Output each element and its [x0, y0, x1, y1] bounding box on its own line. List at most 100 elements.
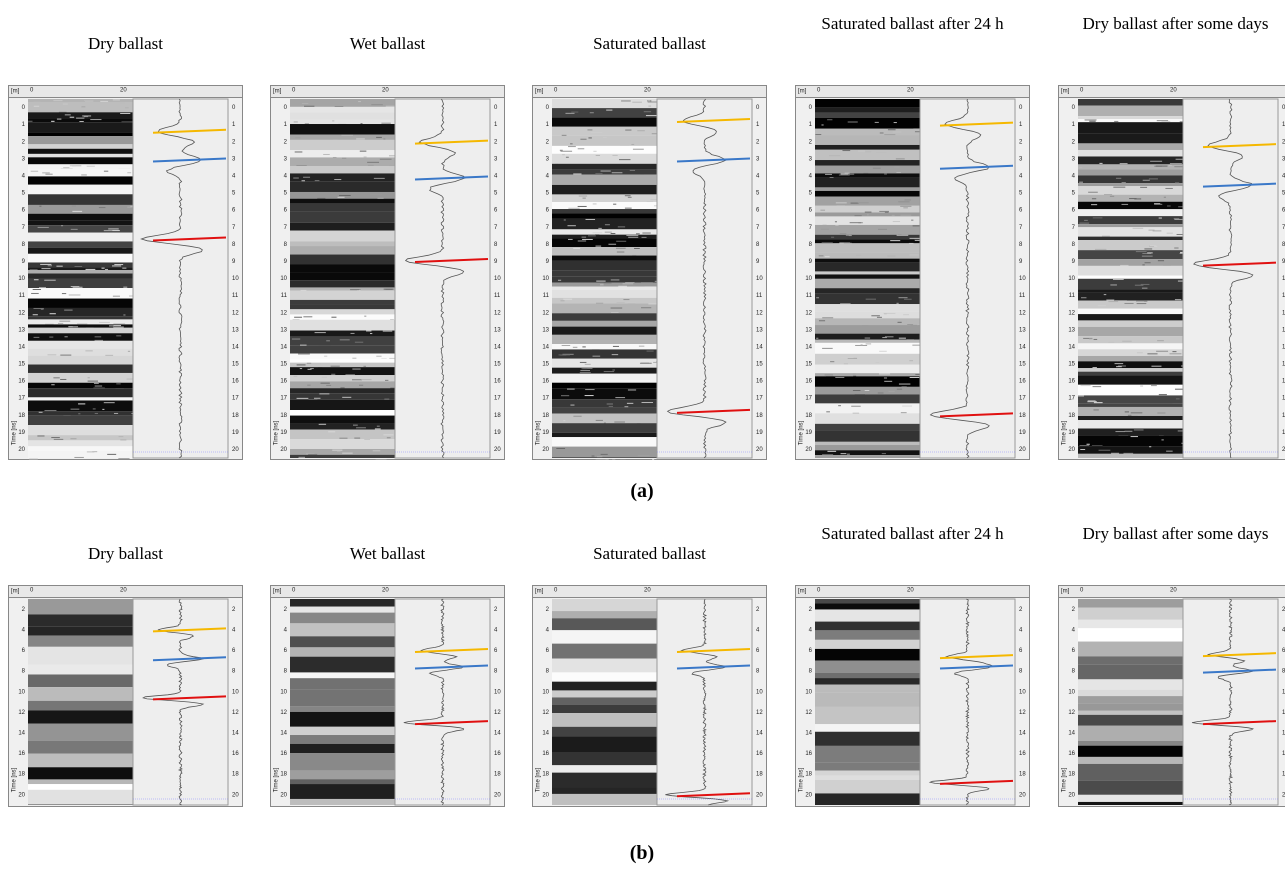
noise-speck — [896, 388, 903, 390]
noise-speck — [79, 121, 84, 123]
y-tick-label: 20 — [232, 447, 239, 453]
reflection-band — [28, 316, 133, 320]
y-tick-label: 18 — [542, 772, 549, 778]
y-tick-label: 11 — [19, 293, 26, 299]
noise-speck — [338, 194, 351, 196]
y-tick-label: 14 — [1068, 344, 1075, 350]
reflection-band — [1078, 763, 1183, 781]
y-tick-label: 6 — [1072, 208, 1076, 214]
y-tick-label: 9 — [1072, 259, 1076, 265]
y-tick-label: 10 — [18, 689, 25, 695]
interface-line — [1202, 182, 1277, 188]
noise-speck — [1121, 182, 1126, 184]
y-tick-label: 2 — [1019, 139, 1023, 145]
reflection-band — [1078, 265, 1183, 276]
y-tick-label: 12 — [1019, 710, 1026, 716]
interface-line — [152, 128, 227, 134]
y-tick-label: 6 — [1282, 208, 1285, 214]
noise-speck — [829, 155, 841, 157]
reflection-band — [290, 678, 395, 690]
reflection-band — [815, 413, 920, 424]
reflection-band — [1078, 259, 1183, 266]
y-tick-label: 7 — [809, 225, 813, 231]
y-tick-label: 4 — [284, 627, 288, 633]
y-tick-label: 9 — [232, 259, 236, 265]
noise-speck — [1144, 248, 1153, 250]
y-tick-label: 20 — [756, 447, 763, 453]
y-tick-label: 14 — [1019, 344, 1026, 350]
noise-speck — [382, 330, 393, 332]
reflection-band — [28, 614, 133, 627]
axis-label: Time [ns] — [536, 420, 542, 445]
y-tick-label: 20 — [1282, 447, 1285, 453]
noise-speck — [71, 205, 77, 207]
y-tick-label: 8 — [546, 669, 550, 675]
y-tick-label: 16 — [542, 751, 549, 757]
noise-speck — [1115, 431, 1126, 433]
reflection-band — [28, 646, 133, 665]
noise-speck — [354, 437, 361, 439]
noise-speck — [565, 156, 569, 158]
reflection-band — [552, 367, 657, 374]
noise-speck — [1092, 386, 1102, 388]
y-tick-label: 6 — [809, 208, 813, 214]
noise-speck — [319, 393, 330, 395]
y-tick-label: 18 — [756, 413, 763, 419]
noise-speck — [86, 451, 95, 453]
y-tick-label: 4 — [1072, 627, 1076, 633]
noise-speck — [876, 316, 882, 318]
noise-speck — [563, 219, 566, 221]
noise-speck — [1133, 429, 1144, 431]
noise-speck — [898, 201, 910, 203]
reflection-band — [552, 399, 657, 408]
reflection-band — [815, 423, 920, 431]
y-tick-label: 14 — [542, 730, 549, 736]
y-tick-label: 18 — [756, 772, 763, 778]
reflection-band — [28, 664, 133, 675]
y-tick-label: 14 — [1019, 730, 1026, 736]
noise-speck — [363, 365, 366, 367]
reflection-band — [1078, 314, 1183, 321]
y-tick-label: 8 — [232, 669, 236, 675]
noise-speck — [70, 286, 80, 288]
reflection-band — [1078, 250, 1183, 260]
noise-speck — [1091, 204, 1098, 206]
noise-speck — [881, 453, 886, 455]
noise-speck — [94, 336, 102, 338]
y-tick-label: 20 — [494, 792, 501, 798]
reflection-band — [28, 753, 133, 768]
noise-speck — [61, 225, 64, 227]
noise-speck — [1154, 202, 1161, 204]
noise-speck — [624, 195, 631, 197]
noise-speck — [112, 230, 120, 232]
y-tick-label: 15 — [756, 362, 763, 368]
noise-speck — [898, 234, 902, 236]
noise-speck — [884, 134, 896, 136]
reflection-band — [28, 112, 133, 119]
noise-speck — [1166, 232, 1173, 234]
reflection-band — [1078, 149, 1183, 157]
interface-line — [414, 648, 489, 653]
y-tick-label: 16 — [805, 751, 812, 757]
reflection-band — [815, 342, 920, 354]
reflection-band — [290, 139, 395, 151]
reflection-band — [290, 711, 395, 727]
noise-speck — [87, 377, 90, 379]
reflection-band — [815, 333, 920, 340]
reflection-band — [815, 672, 920, 679]
noise-speck — [69, 116, 75, 118]
reflection-band — [1078, 349, 1183, 356]
y-tick-label: 18 — [280, 413, 287, 419]
reflection-band — [815, 779, 920, 794]
reflection-band — [552, 446, 657, 458]
noise-speck — [363, 156, 367, 158]
y-tick-label: 15 — [1068, 362, 1075, 368]
noise-speck — [61, 293, 67, 295]
noise-speck — [37, 435, 45, 437]
reflection-band — [290, 309, 395, 315]
reflection-band — [552, 145, 657, 154]
header-start: 0 — [554, 88, 558, 94]
reflection-band — [290, 636, 395, 648]
noise-speck — [871, 315, 880, 317]
